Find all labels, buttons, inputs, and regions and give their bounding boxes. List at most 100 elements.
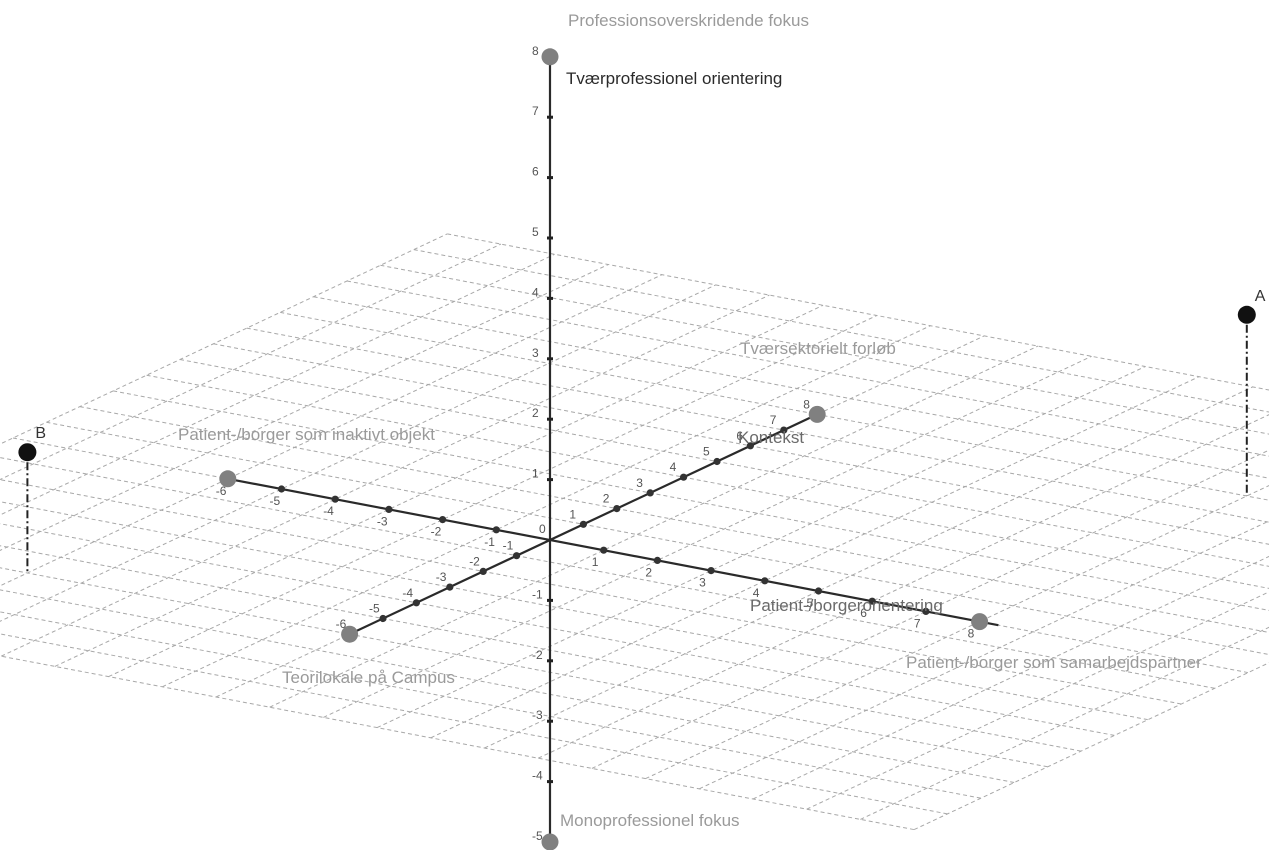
x-tick-mark <box>331 495 339 503</box>
z-tick-label: 1 <box>532 467 539 481</box>
y-tick-label: 7 <box>770 413 777 427</box>
y-tick-label: -6 <box>336 617 347 631</box>
grid-line <box>146 374 1269 589</box>
x-tick-mark <box>385 505 393 513</box>
y-tick-mark <box>579 520 588 528</box>
x-tick-label: -3 <box>377 514 388 528</box>
grid-line <box>484 386 1253 749</box>
grid-line <box>213 343 1269 545</box>
z-tick-label: 4 <box>532 285 539 299</box>
point-a-label: A <box>1255 288 1266 305</box>
x-min-point[interactable] <box>219 470 237 488</box>
grid-line <box>0 253 555 516</box>
y-tick-mark <box>746 442 755 450</box>
y-axis <box>342 413 818 639</box>
grid-line <box>179 359 1269 567</box>
x-tick-label: -2 <box>431 525 442 539</box>
y-max-point[interactable] <box>808 405 826 423</box>
context-axis-label: Kontekst <box>738 428 804 447</box>
grid-line <box>376 366 1146 729</box>
y-tick-label: 5 <box>703 445 710 459</box>
origin-label: 0 <box>539 522 546 536</box>
y-tick-mark <box>379 614 387 623</box>
grid-line <box>913 662 1269 831</box>
y-tick-label: -2 <box>469 554 480 568</box>
y-tick-label: -4 <box>402 586 413 600</box>
y-tick-label: -1 <box>503 539 514 553</box>
x-tick-mark <box>492 526 500 534</box>
campus-label: Teorilokale på Campus <box>282 668 455 687</box>
y-tick-mark <box>680 473 688 481</box>
z-tick-label: 5 <box>532 225 539 239</box>
y-tick-label: 4 <box>670 460 677 474</box>
x-max-point[interactable] <box>971 613 989 631</box>
z-tick-label: 3 <box>532 346 539 360</box>
point-b-label: B <box>35 425 46 442</box>
z-max-point[interactable] <box>541 48 559 66</box>
grid-line <box>0 284 716 622</box>
grid-plane <box>0 233 1269 831</box>
y-tick-mark <box>412 599 420 607</box>
x-tick-mark <box>814 587 823 595</box>
grid-line <box>380 264 1269 435</box>
z-tick-label: 2 <box>532 406 539 420</box>
x-tick-label: 8 <box>968 627 975 641</box>
x-tick-mark <box>868 597 876 605</box>
y-tick-label: -3 <box>436 570 447 584</box>
y-tick-label: 1 <box>569 507 576 521</box>
y-tick-mark <box>646 489 654 497</box>
y-tick-label: 3 <box>636 476 643 490</box>
y-tick-mark <box>446 583 454 591</box>
x-tick-mark <box>600 546 608 554</box>
grid-line <box>0 567 1048 768</box>
x-tick-mark <box>761 577 769 585</box>
partner-label: Patient-/borger som samarbejdspartner <box>906 653 1202 672</box>
grid-line <box>108 315 878 678</box>
x-tick-label: 4 <box>753 586 760 600</box>
z-tick-label: 7 <box>532 104 539 118</box>
grid-line <box>313 296 1269 479</box>
grid-line <box>752 555 1269 800</box>
z-min-point[interactable] <box>541 833 559 850</box>
context-end-label: Tværsektorielt forløb <box>740 339 896 358</box>
y-tick-mark <box>713 457 721 466</box>
y-tick-mark <box>513 552 521 560</box>
y-tick-mark <box>613 505 621 513</box>
grid-line <box>413 249 1269 413</box>
z-tick-label: 6 <box>532 165 539 179</box>
grid-line <box>0 294 770 657</box>
x-tick-mark <box>707 567 715 575</box>
point-droplines <box>26 324 1248 573</box>
x-tick-label: 2 <box>645 565 652 579</box>
x-tick-label: 5 <box>807 596 814 610</box>
grid-line <box>806 591 1269 810</box>
x-tick-mark <box>277 485 286 493</box>
y-min-point[interactable] <box>341 625 359 643</box>
y-tick-mark <box>780 426 788 434</box>
x-tick-mark <box>653 556 662 565</box>
z-tick-label: -2 <box>532 648 543 662</box>
z-tick-label: 8 <box>532 44 539 58</box>
y-tick-mark <box>479 567 487 576</box>
passive-object-label: Patient-/borger som inaktivt objekt <box>178 425 435 444</box>
y-tick-label: 8 <box>803 397 810 411</box>
grid-line <box>54 304 824 667</box>
grid-line <box>0 233 448 445</box>
point-a[interactable] <box>1237 305 1256 324</box>
points: AB <box>18 48 1266 850</box>
grid-line <box>269 345 1039 708</box>
grid-line <box>537 414 1269 759</box>
bottom-label: Monoprofessionel fokus <box>560 811 740 830</box>
z-tick-label: -3 <box>532 708 543 722</box>
z-tick-label: -5 <box>532 829 543 843</box>
patient-axis-label: Patient-/borgerorientering <box>750 596 943 615</box>
x-tick-label: 1 <box>592 555 599 569</box>
point-b[interactable] <box>18 443 37 462</box>
x-tick-label: -5 <box>270 494 281 508</box>
z-tick-label: -1 <box>532 587 543 601</box>
z-axis-label: Tværprofessionel orientering <box>566 69 782 88</box>
x-tick-label: 6 <box>860 606 867 620</box>
y-tick-label: 6 <box>736 429 743 443</box>
x-tick-mark <box>922 607 930 616</box>
